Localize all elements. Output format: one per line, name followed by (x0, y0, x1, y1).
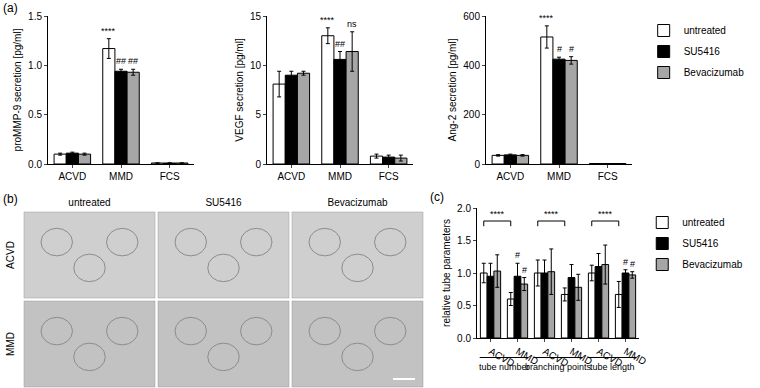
html-text:(a): (a) (3, 1, 18, 15)
svg-text:ACVD: ACVD (541, 346, 571, 369)
svg-text:##: ## (128, 56, 138, 66)
svg-text:ACVD: ACVD (277, 171, 305, 182)
svg-text:##: ## (116, 56, 126, 66)
svg-text:Bevacizumab: Bevacizumab (684, 67, 744, 78)
svg-text:tube length: tube length (590, 362, 635, 372)
svg-text:SU5416: SU5416 (684, 46, 721, 57)
svg-text:##: ## (335, 39, 345, 49)
svg-text:SU5416: SU5416 (205, 197, 242, 208)
svg-text:Bevacizumab: Bevacizumab (682, 259, 742, 270)
svg-text:1.5: 1.5 (28, 11, 42, 22)
svg-text:untreated: untreated (682, 217, 724, 228)
svg-text:untreated: untreated (684, 25, 726, 36)
svg-text:ns: ns (347, 19, 357, 29)
svg-text:SU5416: SU5416 (682, 238, 719, 249)
svg-text:#: # (557, 44, 562, 54)
svg-text:1.0: 1.0 (28, 60, 42, 71)
svg-text:FCS: FCS (160, 171, 180, 182)
svg-text:0.0: 0.0 (457, 333, 471, 344)
svg-text:5: 5 (255, 109, 261, 120)
svg-text:ACVD: ACVD (58, 171, 86, 182)
svg-text:MMD: MMD (328, 171, 352, 182)
svg-text:MMD: MMD (514, 346, 540, 367)
svg-text:branching points: branching points (525, 362, 592, 372)
svg-text:FCS: FCS (379, 171, 399, 182)
svg-text:0.5: 0.5 (28, 109, 42, 120)
svg-text:Ang-2 secretion [pg/ml]: Ang-2 secretion [pg/ml] (447, 38, 458, 141)
svg-text:0.0: 0.0 (28, 159, 42, 170)
svg-text:****: **** (490, 209, 505, 219)
svg-text:2.0: 2.0 (457, 203, 471, 214)
svg-text:ACVD: ACVD (487, 346, 517, 369)
svg-text:****: **** (544, 209, 559, 219)
svg-text:MMD: MMD (109, 171, 133, 182)
svg-text:tube number: tube number (479, 362, 530, 372)
svg-text:FCS: FCS (598, 171, 618, 182)
html-text:(b): (b) (3, 192, 18, 206)
svg-text:****: **** (539, 13, 554, 23)
svg-text:MMD: MMD (568, 346, 594, 367)
svg-text:15: 15 (250, 11, 262, 22)
svg-text:MMD: MMD (5, 332, 16, 356)
svg-text:relative tube parameters: relative tube parameters (441, 219, 452, 327)
html-text:(c): (c) (430, 190, 444, 204)
svg-text:0.5: 0.5 (457, 300, 471, 311)
svg-text:200: 200 (463, 109, 480, 120)
svg-text:untreated: untreated (68, 197, 110, 208)
svg-text:0: 0 (255, 159, 261, 170)
svg-text:MMD: MMD (622, 346, 648, 367)
svg-text:****: **** (101, 26, 116, 36)
svg-text:ACVD: ACVD (5, 241, 16, 269)
svg-text:MMD: MMD (547, 171, 571, 182)
svg-text:#: # (630, 259, 635, 269)
svg-text:ACVD: ACVD (496, 171, 524, 182)
svg-text:0: 0 (474, 159, 480, 170)
svg-text:Bevacizumab: Bevacizumab (327, 197, 387, 208)
svg-text:1.5: 1.5 (457, 235, 471, 246)
svg-text:600: 600 (463, 11, 480, 22)
svg-text:proMMP-9 secretion [pg/ml]: proMMP-9 secretion [pg/ml] (12, 28, 23, 151)
svg-text:****: **** (320, 15, 335, 25)
svg-text:VEGF secretion [pg/ml]: VEGF secretion [pg/ml] (234, 38, 245, 142)
svg-text:****: **** (598, 209, 613, 219)
svg-text:400: 400 (463, 60, 480, 71)
svg-text:10: 10 (250, 60, 262, 71)
svg-text:#: # (569, 44, 574, 54)
svg-text:ACVD: ACVD (595, 346, 625, 369)
svg-text:#: # (623, 257, 628, 267)
svg-text:1.0: 1.0 (457, 268, 471, 279)
svg-text:#: # (522, 265, 527, 275)
svg-text:#: # (515, 250, 520, 260)
